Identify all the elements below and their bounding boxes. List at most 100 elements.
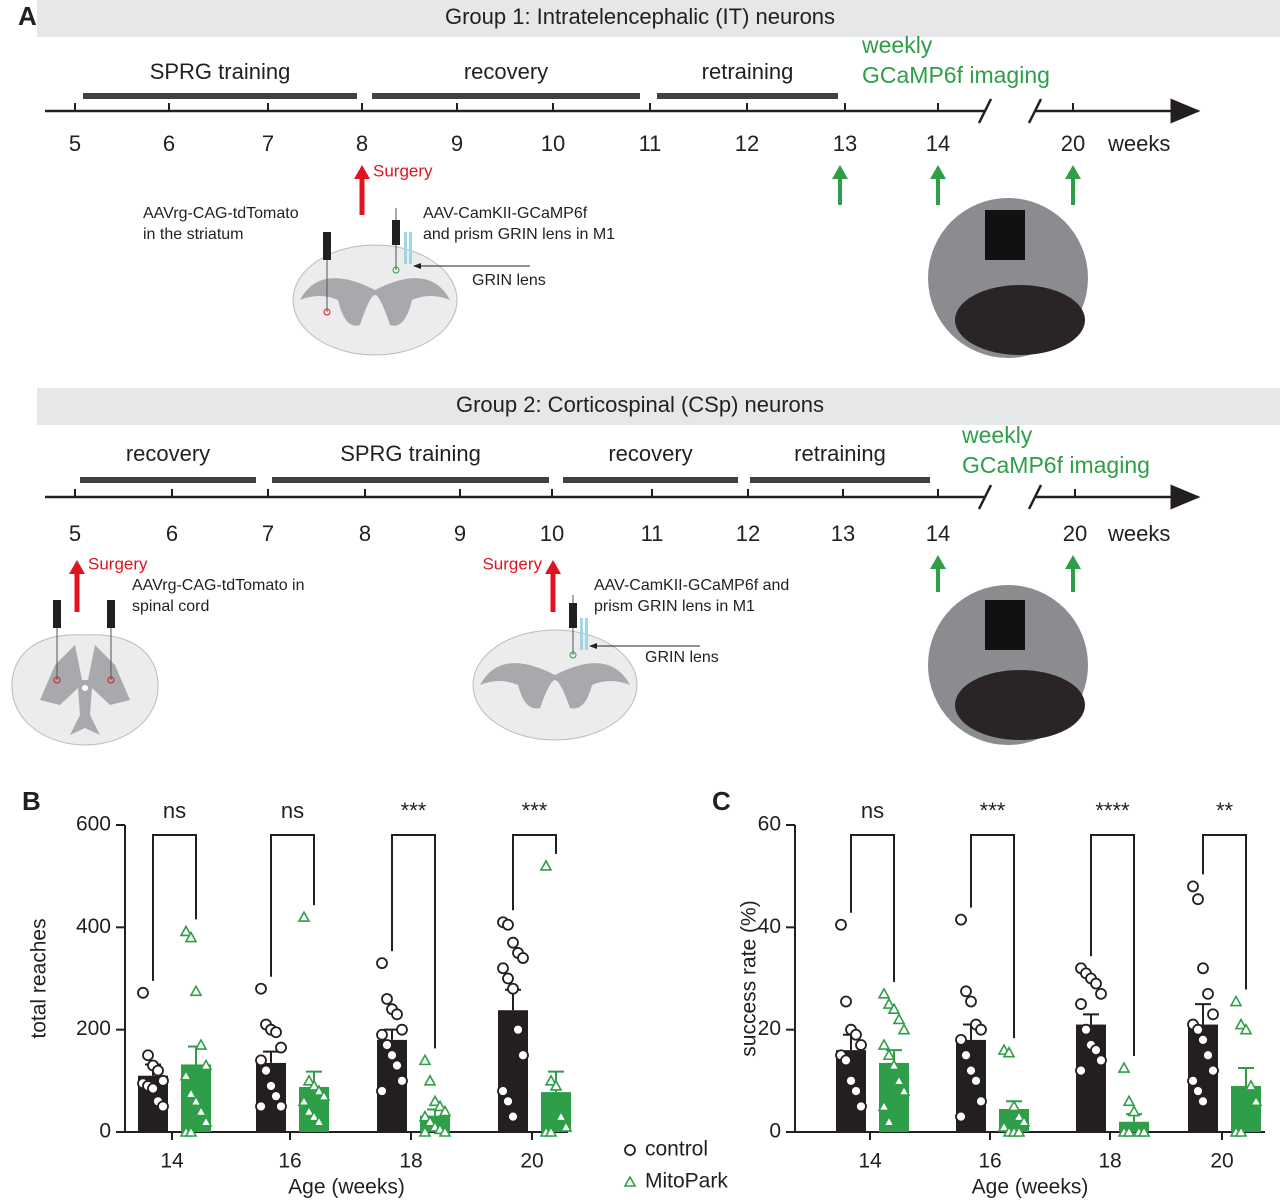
arrow-head [69, 560, 85, 574]
group-title: Group 2: Corticospinal (CSp) neurons [456, 392, 824, 417]
error-bar [1238, 1067, 1254, 1086]
week-label: 14 [926, 521, 950, 546]
data-point [1017, 1115, 1031, 1127]
data-point [544, 1125, 558, 1137]
data-point [270, 1090, 282, 1103]
data-point [142, 1049, 154, 1062]
week-label: 13 [833, 131, 857, 156]
data-point [1122, 1094, 1136, 1107]
significance-bracket [270, 834, 315, 977]
x-axis-label: Age (weeks) [288, 1176, 405, 1199]
data-point [260, 1064, 272, 1077]
data-point [960, 1049, 972, 1062]
unit-label: weeks [1107, 131, 1170, 156]
data-point [199, 1115, 213, 1127]
group-title: Group 1: Intratelencephalic (IT) neurons [445, 4, 835, 29]
data-point [502, 918, 514, 931]
data-point [184, 930, 198, 943]
error-bar [1195, 1003, 1211, 1025]
data-point [391, 1059, 403, 1072]
brain-schematic [292, 208, 530, 356]
phase-label: recovery [464, 59, 548, 84]
data-point [997, 1120, 1011, 1132]
data-point [559, 1120, 573, 1132]
significance-bracket [1202, 834, 1247, 990]
data-point [1075, 1064, 1087, 1077]
grin-label: GRIN lens [645, 649, 719, 666]
data-point [184, 1125, 198, 1137]
bar [1231, 1085, 1261, 1132]
annotation: prism GRIN lens in M1 [594, 598, 755, 615]
data-point [975, 1023, 987, 1036]
data-point [1075, 998, 1087, 1010]
data-point [433, 1099, 447, 1112]
annotation: and prism GRIN lens in M1 [423, 226, 615, 243]
legend-label: MitoPark [645, 1170, 728, 1193]
data-point [970, 1074, 982, 1087]
data-point [381, 993, 393, 1005]
data-point [1234, 1125, 1248, 1137]
axis-break [977, 484, 993, 510]
data-point [877, 987, 891, 999]
x-tick-label: 20 [520, 1150, 543, 1173]
data-point [179, 924, 193, 937]
phase-bar [657, 93, 838, 99]
data-point [396, 1074, 408, 1087]
data-point [1234, 1017, 1248, 1030]
data-point [1095, 1054, 1107, 1067]
data-point [965, 995, 977, 1008]
data-point [955, 913, 967, 926]
data-point [307, 1110, 321, 1122]
annotation: AAV-CamKII-GCaMP6f [423, 205, 588, 222]
data-point [897, 1084, 911, 1096]
data-point [1229, 994, 1243, 1007]
data-point [1012, 1110, 1026, 1122]
data-point [955, 1034, 967, 1046]
data-point [1192, 1023, 1204, 1036]
data-point [423, 1115, 437, 1127]
significance-bracket [970, 834, 1015, 1039]
data-point [549, 1079, 563, 1091]
data-point [302, 1104, 316, 1117]
data-point [855, 1100, 867, 1113]
x-tick-label: 18 [1098, 1150, 1121, 1173]
x-tick-label: 16 [278, 1150, 301, 1173]
data-point [502, 1095, 514, 1108]
data-point [255, 982, 267, 995]
data-point [877, 1099, 891, 1112]
data-point [1202, 1049, 1214, 1062]
y-tick-label: 60 [758, 813, 781, 836]
phase-label: SPRG training [150, 59, 291, 84]
data-point [840, 995, 852, 1008]
data-point [1090, 1044, 1102, 1057]
data-point [199, 1058, 213, 1071]
data-point [1249, 1094, 1263, 1107]
axis-break [1027, 484, 1043, 510]
data-point [517, 952, 529, 964]
data-point [855, 1039, 867, 1051]
data-point [1207, 1064, 1219, 1077]
x-tick-label: 14 [160, 1150, 184, 1173]
data-point [965, 1064, 977, 1077]
significance-label: ns [861, 798, 884, 823]
week-label: 11 [641, 521, 664, 546]
data-point [539, 859, 553, 871]
significance-label: ns [281, 798, 304, 823]
data-point [297, 910, 311, 922]
data-point [497, 1085, 509, 1097]
imaging-label: GCaMP6f imaging [862, 62, 1050, 88]
significance-label: **** [1095, 798, 1130, 823]
data-point [194, 1104, 208, 1117]
surgery-label: Surgery [373, 161, 433, 180]
week-label: 6 [166, 521, 178, 546]
data-point [850, 1085, 862, 1097]
data-point [554, 1110, 568, 1122]
week-label: 7 [262, 521, 274, 546]
surgery-label: Surgery [482, 554, 542, 573]
data-point [1007, 1099, 1021, 1112]
panel-label: B [22, 786, 41, 816]
data-point [255, 1100, 267, 1113]
data-point [147, 1082, 159, 1095]
data-point [1207, 1008, 1219, 1021]
axis-break [1027, 98, 1043, 124]
